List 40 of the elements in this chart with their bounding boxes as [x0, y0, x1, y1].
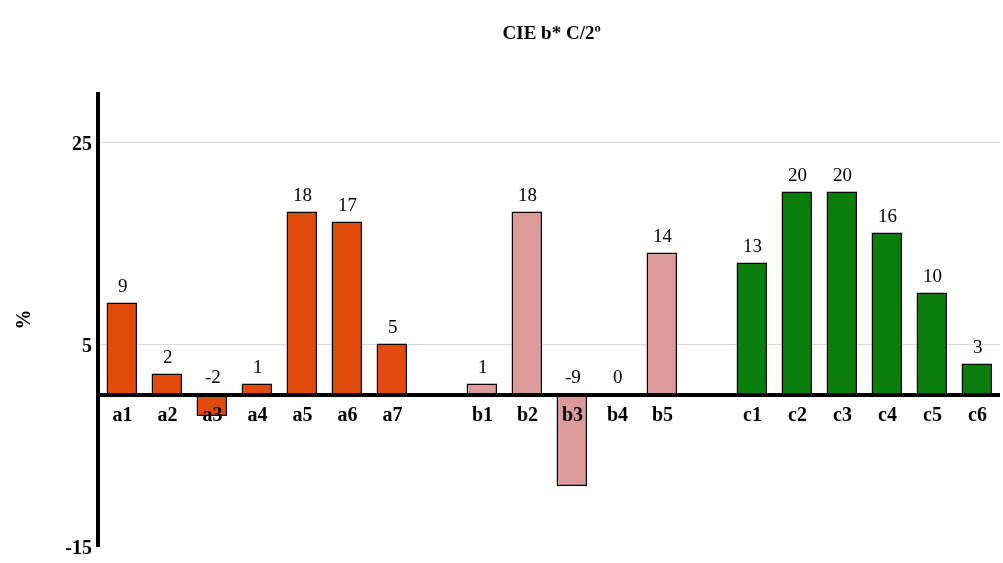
- x-tick-label: b3: [561, 403, 584, 426]
- x-tick-label: a4: [247, 403, 268, 426]
- y-axis-title: %: [12, 309, 35, 330]
- data-label: 2: [163, 346, 173, 367]
- y-tick-label: 5: [82, 333, 92, 356]
- x-tick-label: b4: [606, 403, 629, 426]
- data-label: 18: [293, 184, 312, 205]
- y-tick-label: -15: [65, 536, 92, 558]
- y-tick-label: 25: [72, 131, 92, 154]
- x-tick-label: c3: [833, 403, 852, 426]
- data-label: -9: [565, 366, 581, 387]
- chart-title: CIE b* C/2º: [502, 21, 601, 43]
- data-label: 1: [478, 356, 488, 377]
- data-label: 17: [338, 194, 357, 215]
- x-tick-label: b1: [471, 403, 494, 426]
- data-label: 13: [743, 235, 762, 256]
- data-label: 5: [388, 316, 398, 337]
- data-label: 20: [833, 164, 852, 185]
- data-label: 10: [923, 265, 942, 286]
- data-label: 20: [788, 164, 807, 185]
- data-label: -2: [205, 366, 221, 387]
- x-tick-label: b5: [651, 403, 674, 426]
- data-label: 18: [518, 184, 537, 205]
- x-tick-label: a7: [382, 403, 403, 426]
- x-tick-label: c1: [743, 403, 762, 426]
- data-label: 1: [253, 356, 263, 377]
- data-label: 9: [118, 275, 128, 296]
- data-label: 3: [973, 336, 983, 357]
- data-label: 16: [878, 205, 897, 226]
- x-tick-label: c2: [788, 403, 807, 426]
- x-tick-label: b2: [516, 403, 539, 426]
- x-tick-label: a1: [112, 403, 133, 426]
- x-tick-label: a6: [337, 403, 358, 426]
- x-tick-label: a2: [157, 403, 178, 426]
- x-tick-label: c4: [878, 403, 897, 426]
- x-tick-label: a5: [292, 403, 313, 426]
- x-tick-label: c6: [968, 403, 987, 426]
- x-tick-label: c5: [923, 403, 942, 426]
- data-label: 14: [653, 225, 673, 246]
- data-label: 0: [613, 366, 623, 387]
